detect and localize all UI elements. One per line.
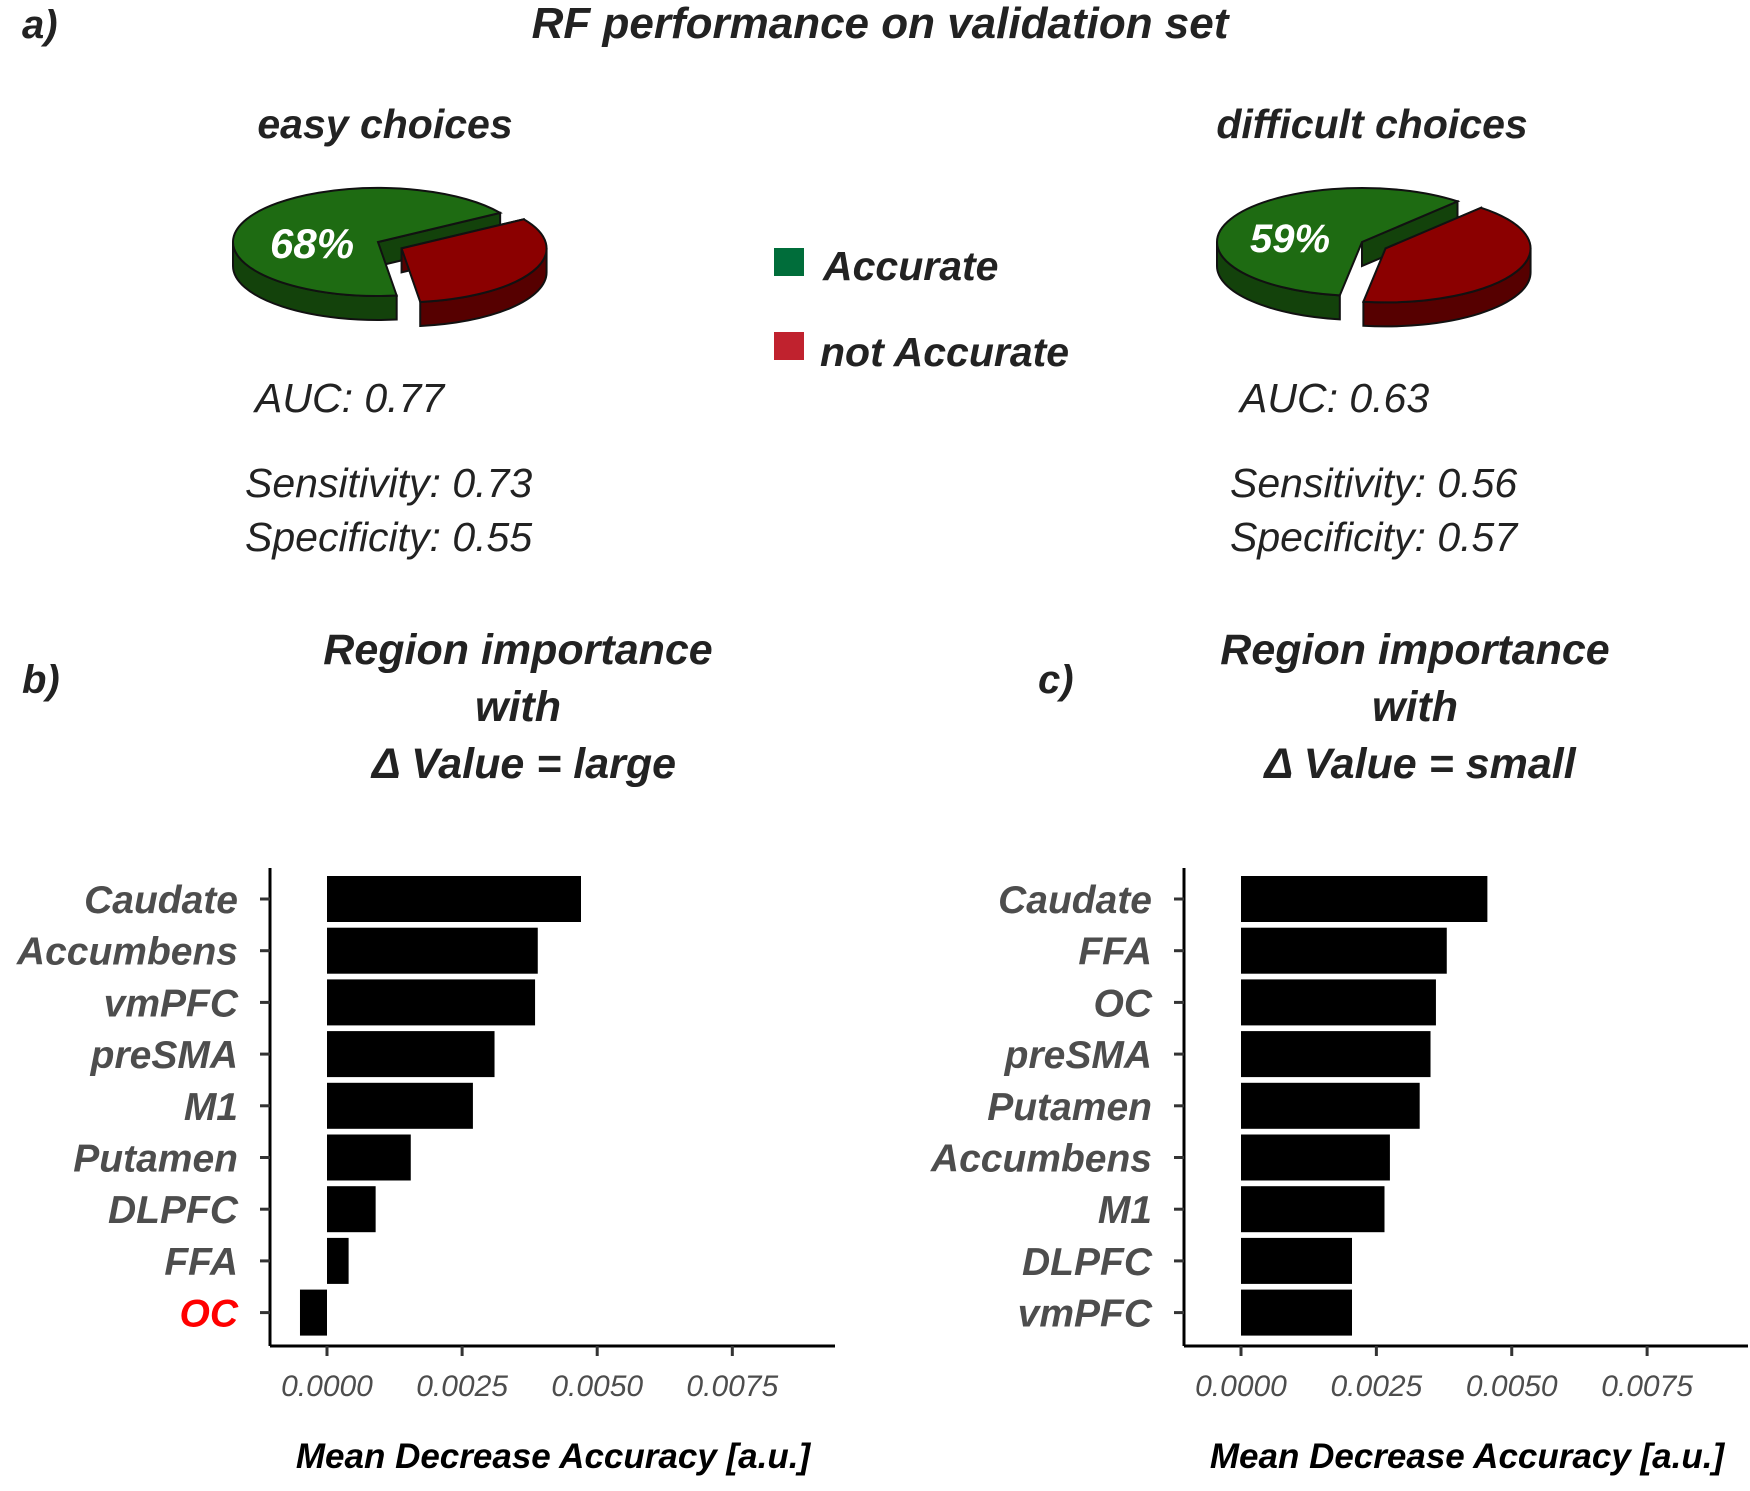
y-tick-label-vmpfc: vmPFC [1018, 1293, 1153, 1336]
bar-presma [1241, 1031, 1431, 1078]
y-tick-label-putamen: Putamen [987, 1086, 1152, 1129]
bar-chart-small: Caudate FFA OC preSMA Putamen Accumbens M1 DLPF… [930, 868, 1748, 1476]
pie-slice-not-accurate [400, 218, 548, 327]
x-axis-title: Mean Decrease Accuracy [a.u.] [1210, 1437, 1726, 1476]
panel-label-c: c) [1038, 658, 1074, 702]
y-tick-label-dlpfc: DLPFC [1022, 1241, 1153, 1284]
pie-slice-accurate-top [1216, 187, 1461, 297]
pie-slice-accurate-top [232, 187, 503, 297]
panel-label-b: b) [22, 658, 60, 702]
y-tick-label-putamen: Putamen [73, 1138, 238, 1181]
y-tick-label-caudate: Caudate [998, 879, 1152, 922]
x-tick-label: 0.0075 [686, 1370, 778, 1403]
bar-m1 [1241, 1186, 1385, 1233]
bar-title-small-line1: Region importance [1220, 626, 1609, 674]
bar-dlpfc [1241, 1237, 1353, 1284]
x-tick-label: 0.0050 [1466, 1370, 1558, 1403]
y-tick-label-ffa: FFA [164, 1241, 238, 1284]
bar-caudate [327, 876, 581, 922]
bar-oc [1241, 979, 1436, 1026]
panel-label-a: a) [22, 3, 58, 47]
bar-ffa [1241, 927, 1447, 974]
x-tick-label: 0.0050 [551, 1370, 643, 1403]
bar-accumbens [327, 927, 538, 974]
bar-title-large-line1: Region importance [323, 626, 712, 674]
y-tick-label-ffa: FFA [1078, 931, 1152, 974]
bar-title-large-line2: with [475, 683, 561, 731]
pie-chart-difficult [1216, 187, 1532, 328]
legend: Accurate not Accurate [774, 243, 1069, 375]
sensitivity-easy: Sensitivity: 0.73 [245, 460, 532, 506]
y-tick-label-accumbens: Accumbens [16, 931, 238, 974]
x-axis-title: Mean Decrease Accuracy [a.u.] [296, 1437, 812, 1476]
bar-putamen [327, 1134, 411, 1181]
bar-title-large-line3: Δ Value = large [370, 740, 676, 788]
y-tick-label-presma: preSMA [1004, 1034, 1152, 1077]
bar-presma [327, 1031, 495, 1078]
legend-swatch-not-accurate [774, 332, 804, 360]
y-tick-label-caudate: Caudate [84, 879, 238, 922]
specificity-easy: Specificity: 0.55 [245, 514, 532, 560]
y-tick-label-m1: M1 [184, 1086, 238, 1129]
auc-difficult: AUC: 0.63 [1237, 375, 1429, 421]
y-tick-label-dlpfc: DLPFC [108, 1189, 239, 1232]
bar-vmpfc [327, 979, 536, 1026]
pie-slice-not-accurate-top [1361, 206, 1532, 304]
bar-oc [299, 1289, 327, 1336]
bar-title-small-line3: Δ Value = small [1262, 740, 1576, 788]
pie-pct-label-difficult: 59% [1250, 217, 1330, 261]
y-tick-label-accumbens: Accumbens [930, 1138, 1152, 1181]
bar-title-small-line2: with [1372, 683, 1458, 731]
bar-chart-title-large: Region importance with Δ Value = large [323, 626, 712, 788]
y-tick-label-vmpfc: vmPFC [104, 982, 239, 1025]
main-title: RF performance on validation set [532, 0, 1231, 48]
bar-putamen [1241, 1082, 1420, 1129]
bar-ffa [327, 1237, 349, 1284]
pie-title-easy: easy choices [257, 101, 512, 147]
y-tick-label-m1: M1 [1098, 1189, 1152, 1232]
bar-accumbens [1241, 1134, 1390, 1181]
x-tick-label: 0.0000 [281, 1370, 373, 1403]
legend-swatch-accurate [774, 248, 804, 276]
bar-m1 [327, 1082, 473, 1129]
x-tick-label: 0.0075 [1601, 1370, 1693, 1403]
bar-dlpfc [327, 1186, 376, 1233]
bar-chart-title-small: Region importance with Δ Value = small [1220, 626, 1609, 788]
legend-label-not-accurate: not Accurate [820, 329, 1069, 375]
auc-easy: AUC: 0.77 [252, 375, 446, 421]
pie-pct-label-easy: 68% [270, 220, 354, 267]
pie-title-difficult: difficult choices [1216, 101, 1527, 147]
x-tick-label: 0.0025 [1330, 1370, 1422, 1403]
sensitivity-difficult: Sensitivity: 0.56 [1230, 460, 1517, 506]
y-tick-label-oc: OC [1094, 982, 1153, 1025]
specificity-difficult: Specificity: 0.57 [1230, 514, 1519, 560]
pie-slice-not-accurate-top [400, 218, 548, 303]
bar-chart-large: Caudate Accumbens vmPFC preSMA M1 Putamen DLPF… [16, 868, 835, 1476]
legend-label-accurate: Accurate [822, 243, 998, 289]
bar-caudate [1241, 876, 1488, 922]
pie-slice-not-accurate [1361, 206, 1532, 328]
bar-vmpfc [1241, 1289, 1353, 1336]
y-tick-label-oc: OC [180, 1293, 239, 1336]
x-tick-label: 0.0025 [416, 1370, 508, 1403]
y-tick-label-presma: preSMA [90, 1034, 238, 1077]
pie-chart-easy [232, 187, 548, 327]
x-tick-label: 0.0000 [1195, 1370, 1287, 1403]
